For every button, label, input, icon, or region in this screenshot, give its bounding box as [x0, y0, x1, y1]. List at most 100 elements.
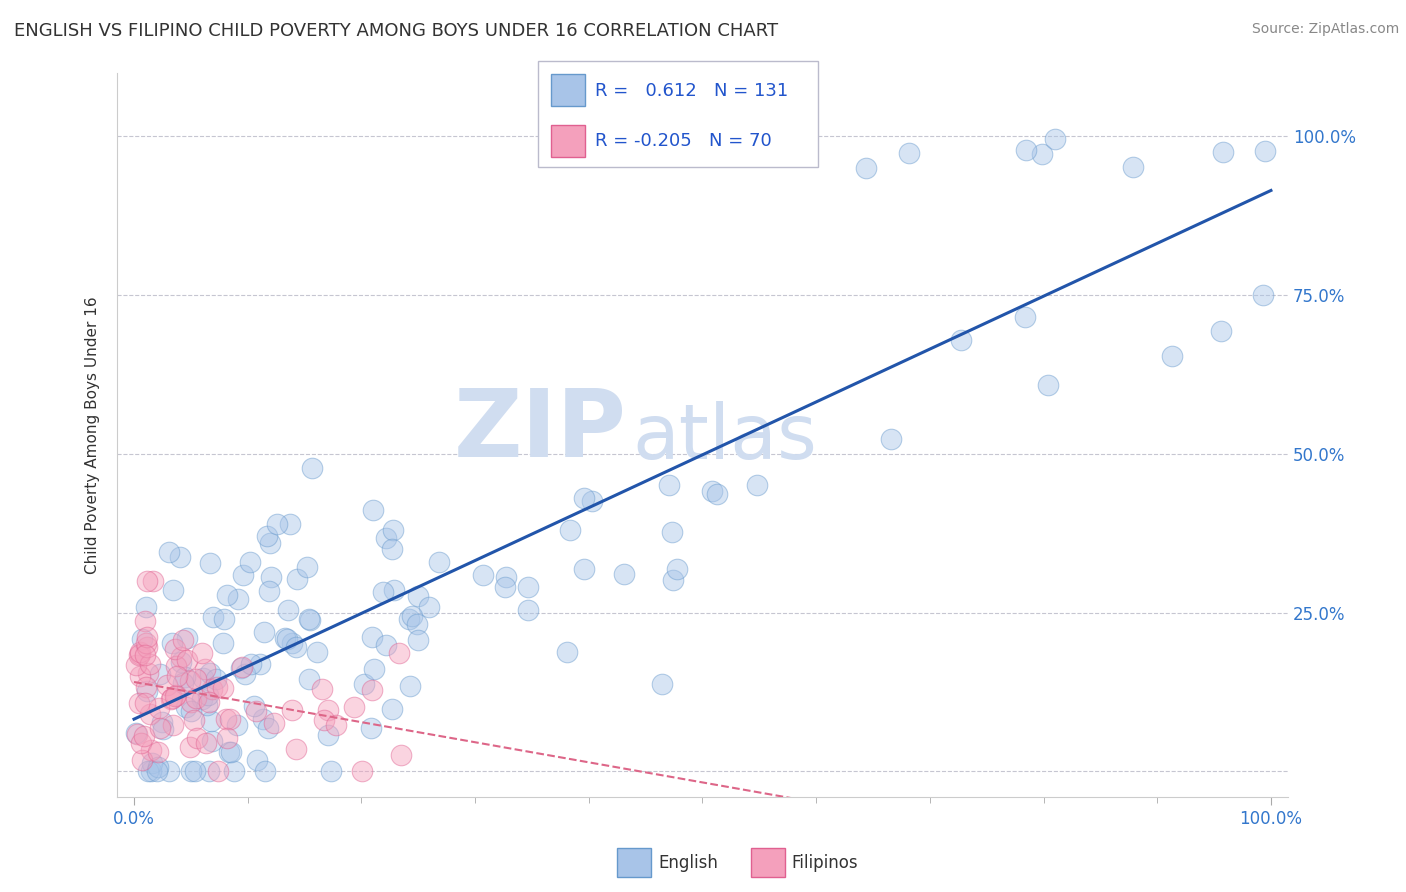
- Point: [173, 676, 195, 690]
- Point: [218, 712, 240, 726]
- Point: [160, 636, 183, 650]
- Point: [134, 696, 156, 710]
- Point: [226, 717, 249, 731]
- Point: [200, 714, 222, 728]
- Y-axis label: Child Poverty Among Boys Under 16: Child Poverty Among Boys Under 16: [86, 296, 100, 574]
- Point: [1254, 144, 1277, 158]
- Point: [163, 642, 186, 657]
- Point: [281, 703, 304, 717]
- Point: [156, 678, 179, 692]
- Point: [221, 745, 243, 759]
- Point: [136, 574, 159, 588]
- Point: [278, 516, 301, 531]
- Point: [232, 567, 254, 582]
- Point: [148, 700, 170, 714]
- Point: [195, 736, 218, 750]
- Point: [239, 555, 262, 569]
- Point: [613, 567, 636, 582]
- Point: [352, 764, 374, 779]
- Point: [172, 632, 194, 647]
- Point: [179, 673, 201, 688]
- Point: [246, 753, 269, 767]
- Point: [651, 676, 673, 690]
- Point: [150, 714, 173, 729]
- Point: [127, 727, 149, 741]
- Point: [165, 688, 187, 702]
- Text: R = -0.205   N = 70: R = -0.205 N = 70: [595, 132, 772, 150]
- Point: [256, 529, 278, 543]
- Point: [191, 691, 214, 706]
- Point: [125, 658, 148, 673]
- Point: [131, 753, 153, 767]
- Point: [266, 516, 288, 531]
- Point: [160, 691, 183, 706]
- Point: [381, 702, 404, 716]
- Point: [139, 706, 162, 721]
- Point: [381, 541, 404, 556]
- Point: [170, 650, 193, 665]
- Point: [661, 525, 683, 540]
- Point: [193, 671, 215, 685]
- Point: [162, 582, 184, 597]
- Point: [298, 613, 321, 627]
- Point: [136, 666, 159, 681]
- Point: [429, 556, 451, 570]
- Point: [136, 640, 159, 654]
- Point: [176, 631, 198, 645]
- Point: [298, 673, 321, 687]
- Point: [495, 570, 517, 584]
- Point: [204, 672, 226, 686]
- Point: [880, 432, 903, 446]
- Point: [157, 544, 180, 558]
- Point: [1122, 160, 1144, 174]
- Point: [180, 704, 202, 718]
- Point: [343, 700, 366, 714]
- Point: [285, 572, 308, 586]
- Point: [170, 655, 193, 669]
- Text: English: English: [658, 854, 718, 871]
- Point: [201, 682, 224, 697]
- Point: [207, 764, 229, 779]
- Point: [581, 493, 603, 508]
- Point: [1015, 143, 1038, 157]
- Point: [157, 764, 180, 779]
- Point: [243, 698, 266, 713]
- Point: [179, 739, 201, 754]
- Point: [325, 718, 347, 732]
- Point: [316, 728, 339, 742]
- Point: [305, 645, 328, 659]
- Point: [245, 704, 267, 718]
- Point: [249, 657, 271, 672]
- Text: Filipinos: Filipinos: [792, 854, 858, 871]
- Point: [233, 666, 256, 681]
- Point: [134, 648, 156, 662]
- Point: [254, 764, 277, 779]
- Point: [706, 487, 728, 501]
- Point: [401, 609, 423, 624]
- Point: [662, 573, 685, 587]
- Point: [198, 666, 221, 681]
- Point: [165, 689, 187, 703]
- Point: [353, 677, 375, 691]
- Point: [280, 636, 302, 650]
- Point: [471, 568, 494, 582]
- Point: [263, 716, 285, 731]
- Point: [149, 721, 172, 735]
- Point: [285, 640, 308, 655]
- Point: [136, 764, 159, 779]
- Point: [166, 669, 188, 683]
- Point: [316, 703, 339, 717]
- Point: [141, 756, 163, 771]
- Point: [134, 729, 156, 743]
- Point: [1251, 287, 1274, 301]
- Point: [180, 694, 202, 708]
- Point: [398, 679, 420, 693]
- Point: [240, 657, 263, 672]
- Point: [194, 662, 217, 676]
- Point: [160, 691, 183, 706]
- Point: [135, 599, 157, 614]
- Point: [252, 625, 274, 640]
- Point: [260, 570, 283, 584]
- Point: [169, 550, 191, 565]
- Point: [517, 603, 540, 617]
